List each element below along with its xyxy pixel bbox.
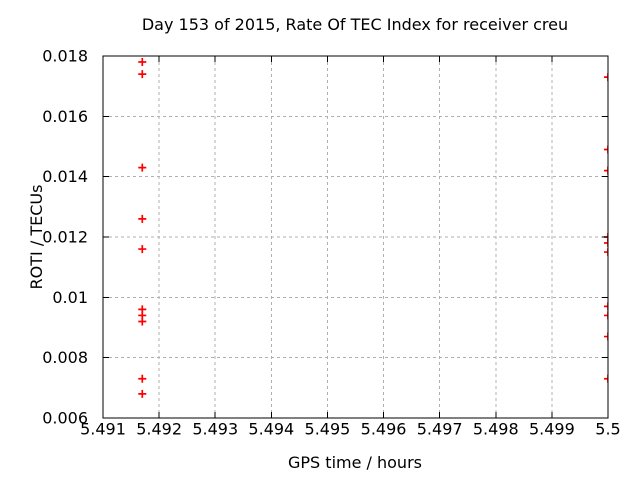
x-tick-label: 5.494: [248, 420, 294, 439]
data-point-marker: [604, 302, 608, 311]
y-tick-label: 0.008: [42, 348, 88, 367]
x-tick-label: 5.492: [136, 420, 182, 439]
x-tick-label: 5.499: [529, 420, 575, 439]
y-tick-label: 0.012: [42, 228, 88, 247]
data-points-layer: [138, 58, 608, 398]
x-tick-label: 5.498: [473, 420, 519, 439]
x-tick-label: 5.493: [192, 420, 238, 439]
data-point-marker: [604, 311, 608, 320]
data-point-marker: [138, 374, 147, 383]
x-tick-label: 5.495: [305, 420, 351, 439]
y-tick-label: 0.016: [42, 107, 88, 126]
data-point-marker: [138, 163, 147, 172]
data-point-marker: [138, 389, 147, 398]
y-tick-label: 0.01: [52, 288, 88, 307]
axis-border-layer: [102, 55, 609, 419]
data-point-marker: [604, 166, 608, 175]
data-point-marker: [604, 374, 608, 383]
data-point-marker: [138, 245, 147, 254]
data-point-marker: [138, 317, 147, 326]
data-point-marker: [604, 239, 608, 248]
data-point-marker: [138, 58, 147, 67]
data-point-marker: [138, 70, 147, 79]
data-point-marker: [138, 214, 147, 223]
data-point-marker: [604, 248, 608, 257]
y-tick-label: 0.014: [42, 167, 88, 186]
x-tick-label: 5.491: [80, 420, 126, 439]
x-axis-title: GPS time / hours: [288, 453, 422, 472]
x-tick-label: 5.497: [417, 420, 463, 439]
x-tick-label: 5.496: [361, 420, 407, 439]
tick-labels-layer: 5.491 5.492 5.493 5.494 5.495 5.496 5.497 5.498…: [42, 47, 621, 439]
data-point-marker: [604, 332, 608, 341]
y-tick-label: 0.018: [42, 47, 88, 66]
grid-layer: [103, 56, 608, 418]
chart-title: Day 153 of 2015, Rate Of TEC Index for r…: [142, 15, 568, 34]
data-point-marker: [604, 73, 608, 82]
y-tick-label: 0.006: [42, 409, 88, 428]
data-point-marker: [604, 145, 608, 154]
y-axis-title: ROTI / TECUs: [27, 185, 46, 290]
x-tick-label: 5.5: [595, 420, 620, 439]
